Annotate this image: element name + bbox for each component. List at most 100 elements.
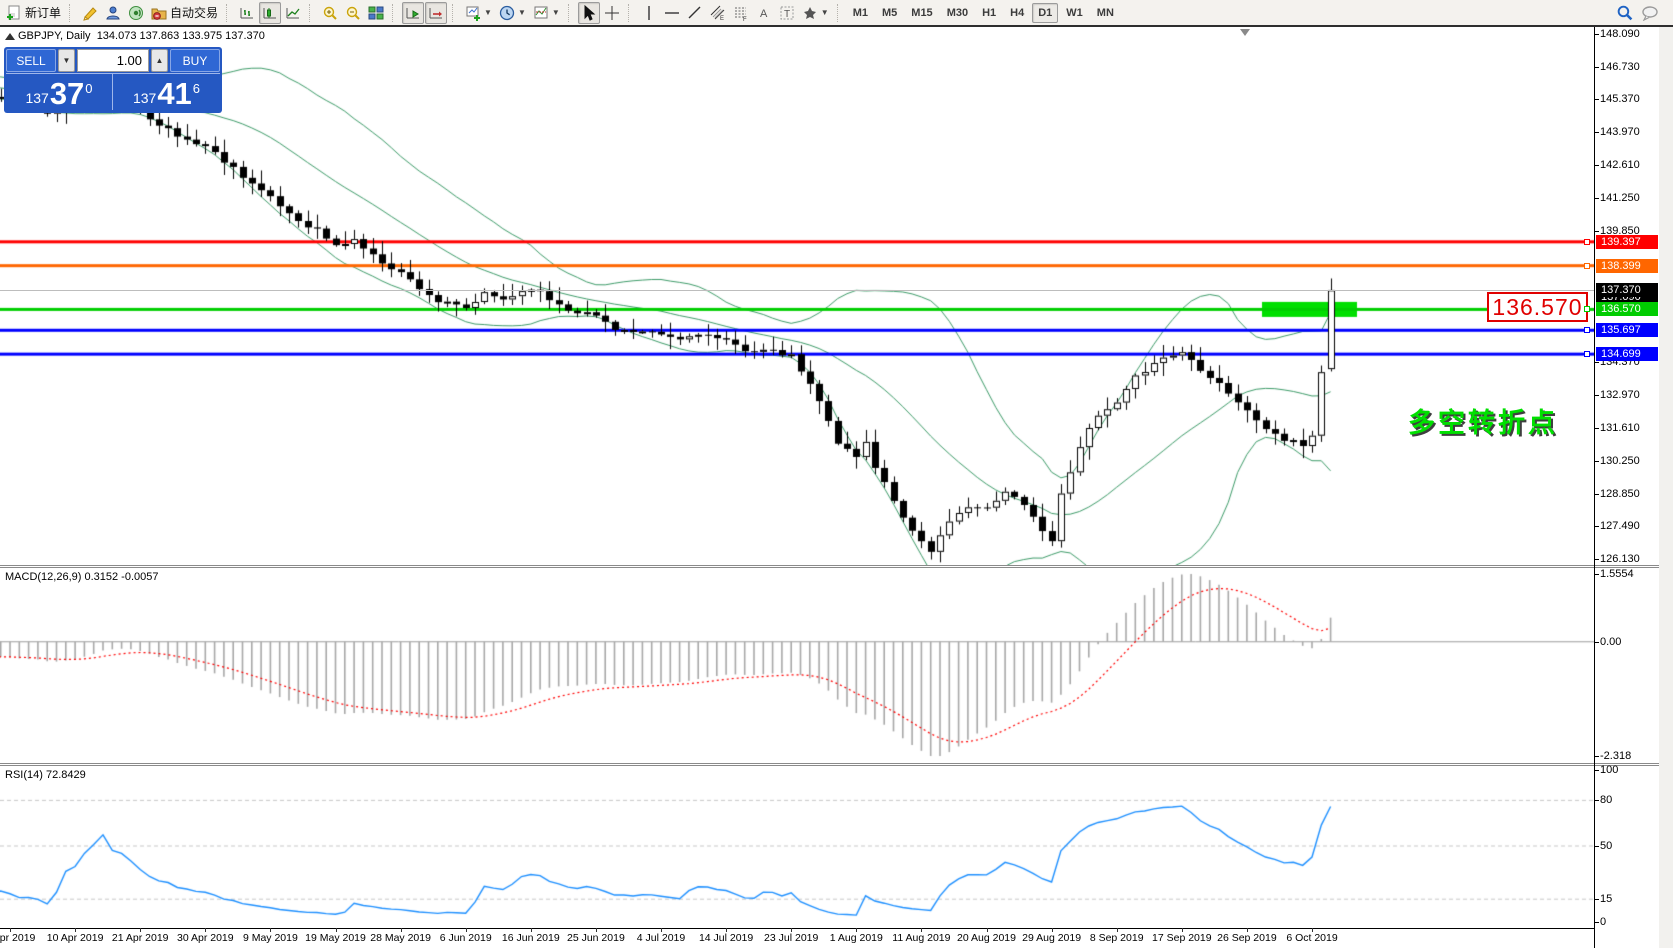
timeframe-button-m1[interactable]: M1 [852,6,868,19]
date-axis-tick [1051,928,1053,932]
price-axis-tick [1594,99,1599,101]
rsi-axis-tick [1594,800,1599,802]
autotrading-button[interactable]: 自动交易 [148,2,221,24]
date-axis-tick [205,928,207,932]
volume-increase-button[interactable]: ▲ [151,49,168,72]
new-order-button[interactable]: 新订单 [3,2,64,24]
buy-price-prefix: 137 [132,90,157,106]
sell-quote[interactable]: 137 37 0 [6,74,113,110]
date-axis-tick [465,928,467,932]
candlestick-chart-button[interactable] [259,1,282,24]
fibonacci-tool-button[interactable]: F [730,2,752,24]
svg-text:A: A [760,8,768,20]
search-icon[interactable] [1616,4,1633,21]
price-axis-tick [1594,427,1599,429]
date-axis-label: 14 Jul 2019 [698,932,754,944]
macd-axis-label: 0.00 [1600,635,1622,648]
rsi-pane-canvas[interactable] [0,766,1594,928]
cursor-tool-button[interactable] [577,1,600,24]
chart-shift-marker-icon [1240,29,1250,36]
metaeditor-icon [83,6,97,21]
price-axis-tick [1594,66,1599,68]
indicators-icon [534,6,548,18]
ohlc-values: 134.073 137.863 133.975 137.370 [96,30,265,42]
price-tag-pointer [1584,327,1590,334]
pane-splitter[interactable] [0,763,1673,764]
text-label-tool-button[interactable]: T [776,2,798,24]
date-axis-label: 30 Apr 2019 [176,932,234,944]
text-tool-button[interactable]: A [753,2,775,24]
text-label-icon: T [780,6,794,20]
buy-button[interactable]: BUY [170,49,220,72]
price-axis-tick [1594,460,1599,462]
pane-splitter[interactable] [0,765,1673,766]
price-callout-label[interactable]: 136.570 [1487,292,1588,322]
vertical-line-tool-button[interactable] [638,2,660,24]
pane-splitter[interactable] [0,567,1673,568]
timeframe-button-w1[interactable]: W1 [1066,6,1083,19]
timeframe-button-h1[interactable]: H1 [982,6,997,19]
date-axis-label: 11 Aug 2019 [892,932,951,944]
arrows-tool-button[interactable]: ▼ [799,2,832,24]
price-tag-134.699: 134.699 [1596,347,1658,362]
date-axis-tick [140,928,142,932]
chart-title: GBPJPY, Daily 134.073 137.863 133.975 13… [18,30,265,42]
sell-button[interactable]: SELL [6,49,56,72]
chat-icon[interactable] [1641,5,1659,21]
trendline-tool-button[interactable] [684,2,706,24]
indicators-button[interactable]: ▼ [530,2,563,24]
metaeditor-button[interactable] [79,2,101,24]
date-axis-label: 9 May 2019 [242,932,298,944]
chinese-annotation-text[interactable]: 多空转折点 [1408,408,1558,438]
svg-text:T: T [784,9,790,20]
panel-collapse-arrow-icon[interactable] [5,33,15,40]
price-axis-tick-label: 126.130 [1600,553,1640,565]
price-axis-tick-label: 131.610 [1600,421,1640,434]
rsi-axis-label: 15 [1600,893,1613,906]
chart-shift-icon [429,7,443,18]
toolbar-separator [567,3,574,22]
pane-splitter[interactable] [0,565,1673,566]
timeframe-button-mn[interactable]: MN [1096,6,1114,19]
macd-axis-tick [1594,574,1599,575]
new-chart-button[interactable]: ▼ [462,2,495,24]
bar-chart-icon [240,7,254,18]
auto-scroll-icon [406,7,420,18]
date-axis-label: 26 Sep 2019 [1217,932,1277,944]
price-axis-tick [1594,395,1599,397]
buy-quote[interactable]: 137 41 6 [113,74,220,110]
date-axis[interactable]: 1 Apr 2019 10 Apr 2019 21 Apr 2019 30 Apr 2… [0,928,1594,948]
volume-decrease-button[interactable]: ▼ [58,49,75,72]
sell-price-big: 37 [49,76,85,111]
timeframe-button-m30[interactable]: M30 [946,6,969,19]
svg-text:E: E [720,16,724,21]
timeframe-button-d1[interactable]: D1 [1032,2,1059,23]
terminal-button[interactable] [102,2,124,24]
profiles-button[interactable]: ▼ [496,2,529,24]
equidistant-channel-tool-button[interactable]: E [707,2,729,24]
chart-shift-button[interactable] [425,1,448,24]
horizontal-line-tool-button[interactable] [661,2,683,24]
signal-icon [129,5,144,20]
trade-panel-quote-row: 137 37 0 137 41 6 [6,73,220,110]
auto-scroll-button[interactable] [402,1,425,24]
line-chart-button[interactable] [282,2,304,24]
timeframe-button-m15[interactable]: M15 [911,6,933,19]
zoom-in-button[interactable] [319,2,341,24]
macd-pane-canvas[interactable] [0,568,1594,762]
timeframe-button-m5[interactable]: M5 [882,6,898,19]
main-chart-canvas[interactable] [0,27,1594,565]
volume-input[interactable] [77,49,149,72]
date-axis-tick [856,928,858,932]
sell-price-pip: 0 [85,81,93,96]
macd-axis-tick [1594,756,1599,757]
tile-windows-button[interactable] [365,2,387,24]
crosshair-tool-button[interactable] [601,2,623,24]
timeframe-button-h4[interactable]: H4 [1010,6,1025,19]
zoom-out-icon [346,6,360,20]
profiles-clock-icon [499,5,515,20]
bar-chart-button[interactable] [236,2,258,24]
zoom-out-button[interactable] [342,2,364,24]
signals-button[interactable] [125,2,147,24]
